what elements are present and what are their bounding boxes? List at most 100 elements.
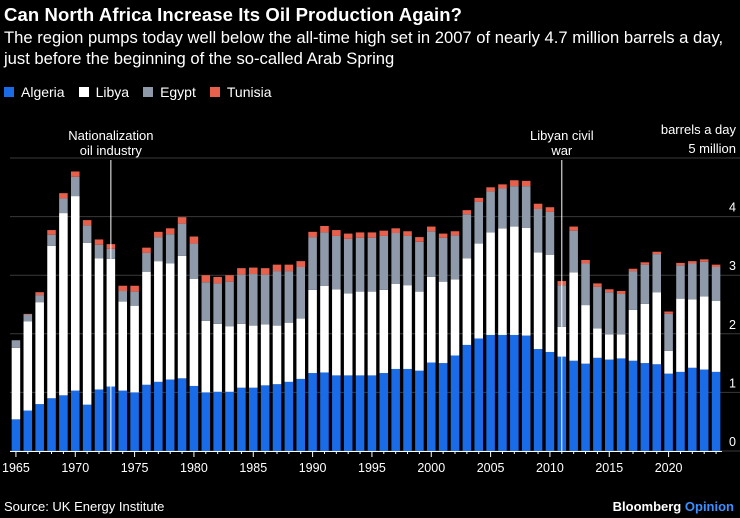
bar-tunisia-1979: [177, 217, 187, 224]
bar-tunisia-1991: [320, 225, 329, 233]
bar-tunisia-2017: [628, 268, 638, 272]
bar-tunisia-1992: [332, 230, 341, 236]
bar-tunisia-1977: [154, 231, 163, 238]
legend-item-algeria: Algeria: [4, 84, 65, 100]
bar-egypt-2020: [664, 313, 673, 351]
bar-libya-2021: [676, 298, 685, 372]
bar-tunisia-1968: [47, 230, 56, 235]
legend-item-tunisia: Tunisia: [209, 84, 272, 100]
bar-tunisia-2018: [640, 262, 650, 265]
bar-algeria-1983: [225, 391, 234, 451]
bar-libya-1994: [355, 291, 365, 376]
bar-libya-1996: [379, 289, 389, 374]
bar-libya-1978: [165, 263, 175, 380]
bar-egypt-1971: [82, 225, 92, 243]
bar-libya-1979: [177, 255, 187, 379]
bar-algeria-1972: [94, 389, 104, 451]
bar-egypt-1999: [415, 241, 424, 292]
legend-label-libya: Libya: [95, 84, 130, 100]
bar-libya-1989: [296, 318, 306, 379]
x-tick-label: 1965: [2, 461, 30, 475]
bar-egypt-2008: [521, 186, 531, 228]
bar-libya-2005: [486, 232, 495, 335]
bar-tunisia-1993: [343, 233, 353, 239]
bar-tunisia-1982: [213, 276, 222, 284]
bar-algeria-1967: [35, 404, 44, 451]
bar-algeria-2024: [711, 371, 721, 451]
bar-libya-1985: [248, 325, 258, 388]
bar-tunisia-2021: [676, 262, 685, 266]
bar-tunisia-1987: [272, 264, 282, 272]
bar-algeria-1974: [118, 390, 128, 451]
bar-libya-2001: [438, 281, 448, 364]
bar-libya-1980: [189, 278, 199, 386]
bar-libya-2019: [652, 292, 662, 365]
bar-egypt-2007: [510, 186, 519, 227]
bar-algeria-1980: [189, 385, 199, 451]
bar-tunisia-2003: [462, 210, 472, 215]
bar-algeria-1986: [260, 385, 270, 451]
legend: Algeria Libya Egypt Tunisia: [4, 84, 286, 100]
bar-algeria-1977: [154, 381, 163, 451]
bar-algeria-2017: [628, 360, 638, 451]
legend-item-egypt: Egypt: [143, 84, 196, 100]
bar-egypt-2016: [616, 293, 626, 335]
bar-egypt-2014: [593, 286, 602, 329]
y-unit-label: barrels a day: [661, 122, 737, 137]
axes: 0 1 2 3 4 barrels a day 5 million 1965 1970 1975 1…: [2, 122, 736, 475]
bar-algeria-1984: [237, 387, 246, 451]
bar-libya-1999: [415, 291, 424, 371]
bar-egypt-2002: [450, 235, 460, 280]
bar-egypt-1978: [165, 234, 175, 264]
bar-algeria-1969: [59, 395, 68, 451]
bar-egypt-2017: [628, 271, 638, 310]
bar-libya-2003: [462, 258, 472, 345]
bar-egypt-1980: [189, 243, 199, 279]
bar-libya-1970: [70, 196, 80, 391]
y-tick-label: 0: [729, 435, 736, 449]
bar-tunisia-2010: [545, 207, 555, 212]
bar-tunisia-2007: [510, 180, 519, 187]
bar-libya-1983: [225, 326, 234, 392]
bar-egypt-1998: [403, 235, 412, 286]
annotation-label: Libyan civil: [530, 128, 594, 143]
bar-tunisia-1995: [367, 232, 377, 238]
bar-egypt-2010: [545, 211, 555, 255]
bar-tunisia-1990: [308, 231, 317, 238]
bar-tunisia-2019: [652, 251, 662, 255]
bar-tunisia-1969: [59, 193, 68, 199]
bar-egypt-2004: [474, 201, 484, 244]
bar-egypt-1988: [284, 271, 294, 323]
bar-algeria-2003: [462, 344, 472, 451]
legend-label-egypt: Egypt: [160, 84, 196, 100]
bar-algeria-2002: [450, 355, 460, 451]
bar-egypt-2023: [699, 261, 709, 297]
bar-libya-1992: [332, 289, 341, 376]
bar-egypt-1977: [154, 237, 163, 262]
bar-tunisia-1966: [23, 313, 33, 315]
bar-egypt-2001: [438, 237, 448, 282]
bar-egypt-1976: [142, 252, 151, 272]
bar-libya-2002: [450, 279, 460, 356]
bar-egypt-2006: [498, 188, 507, 229]
x-tick-label: 1985: [239, 461, 267, 475]
bar-libya-2015: [604, 334, 614, 360]
bar-tunisia-1996: [379, 230, 389, 236]
chart-title: Can North Africa Increase Its Oil Produc…: [4, 4, 463, 25]
bar-tunisia-1983: [225, 275, 234, 282]
bar-libya-1988: [284, 322, 294, 382]
bar-tunisia-1989: [296, 261, 306, 267]
bar-algeria-1981: [201, 392, 211, 451]
bar-algeria-2005: [486, 334, 495, 451]
x-tick-label: 2015: [595, 461, 623, 475]
bar-algeria-2008: [521, 335, 531, 451]
bar-tunisia-2020: [664, 311, 673, 314]
bar-libya-1969: [59, 213, 68, 396]
bar-algeria-2013: [581, 363, 590, 451]
bar-egypt-2022: [688, 263, 697, 300]
bar-tunisia-2014: [593, 283, 602, 287]
bar-algeria-1995: [367, 375, 377, 451]
bar-algeria-2006: [498, 334, 507, 451]
bar-libya-1976: [142, 271, 151, 385]
